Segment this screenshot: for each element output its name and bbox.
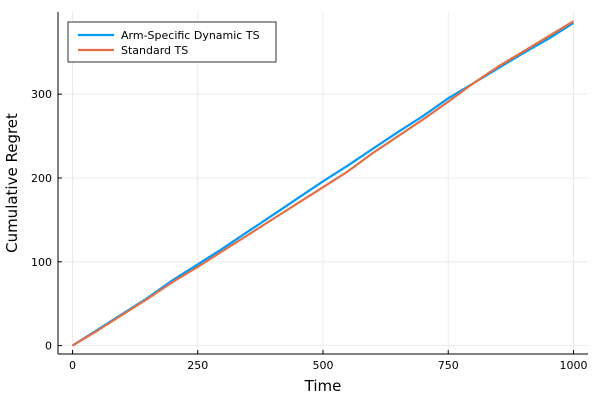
y-tick-label: 100 xyxy=(31,256,52,269)
series xyxy=(71,20,575,347)
grid xyxy=(58,12,588,354)
legend-label-arm-specific: Arm-Specific Dynamic TS xyxy=(121,29,260,42)
y-tick-label: 0 xyxy=(45,340,52,353)
x-axis-label: Time xyxy=(304,377,342,395)
x-tick-label: 250 xyxy=(187,359,208,372)
y-tick-label: 200 xyxy=(31,172,52,185)
y-axis-label: Cumulative Regret xyxy=(3,113,21,253)
x-tick-label: 0 xyxy=(69,359,76,372)
ticks: 0 250 500 750 1000 0 100 200 300 xyxy=(31,88,587,372)
x-tick-label: 500 xyxy=(313,359,334,372)
y-tick-label: 300 xyxy=(31,88,52,101)
legend-box xyxy=(67,21,277,63)
legend: Arm-Specific Dynamic TS Standard TS xyxy=(67,21,277,63)
x-tick-label: 750 xyxy=(438,359,459,372)
legend-label-standard: Standard TS xyxy=(121,44,188,57)
series-line-standard-ts xyxy=(71,20,575,347)
x-tick-label: 1000 xyxy=(559,359,587,372)
